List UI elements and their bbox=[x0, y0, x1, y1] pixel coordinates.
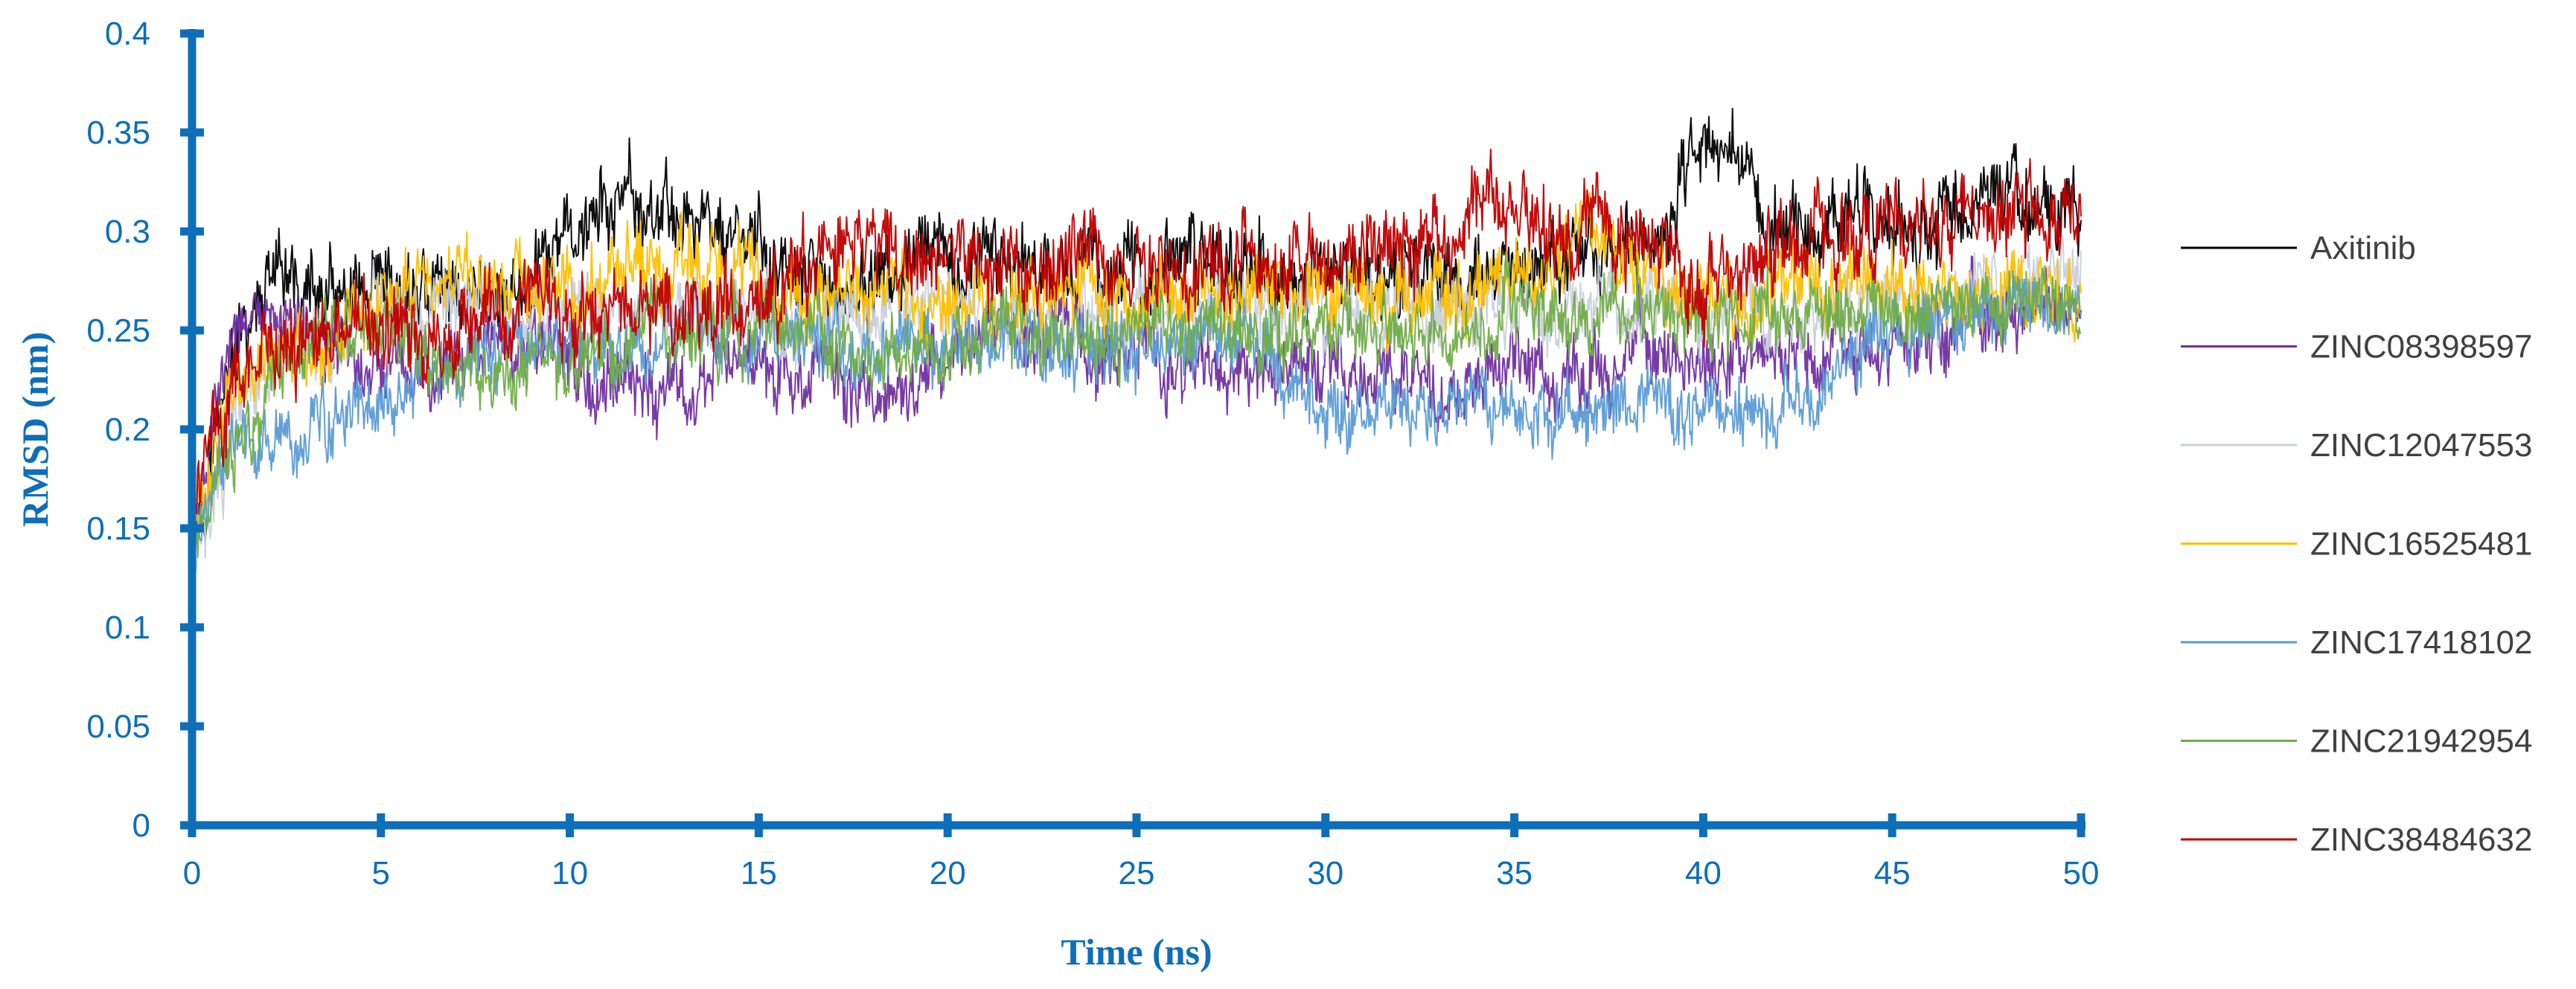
x-tick-label: 25 bbox=[1119, 855, 1155, 892]
legend-label-zinc16525481: ZINC16525481 bbox=[2310, 526, 2532, 563]
x-tick-label: 30 bbox=[1307, 855, 1343, 892]
legend-label-zinc12047553: ZINC12047553 bbox=[2310, 427, 2532, 464]
y-tick-label: 0.05 bbox=[86, 708, 150, 745]
x-tick-label: 20 bbox=[930, 855, 966, 892]
series-line-zinc21942954 bbox=[191, 255, 2082, 826]
x-tick-label: 5 bbox=[372, 855, 390, 892]
series-line-zinc38484632 bbox=[191, 148, 2082, 826]
y-tick-label: 0.25 bbox=[86, 313, 150, 349]
x-tick-label: 40 bbox=[1685, 855, 1722, 892]
legend-label-axitinib: Axitinib bbox=[2310, 230, 2416, 266]
x-tick-label: 15 bbox=[741, 855, 777, 892]
legend: Axitinib ZINC08398597 ZINC12047553 ZINC1652… bbox=[2181, 230, 2532, 858]
axes-layer bbox=[188, 29, 2086, 830]
y-tick-label: 0.15 bbox=[86, 510, 150, 547]
x-tick-label: 35 bbox=[1496, 855, 1533, 892]
y-ticks: 0 0.05 0.1 0.15 0.2 0.25 0.3 0.35 0.4 bbox=[86, 16, 204, 844]
y-tick-label: 0.2 bbox=[105, 412, 150, 448]
series-line-zinc17418102 bbox=[191, 270, 2082, 826]
y-tick-label: 0.35 bbox=[86, 115, 150, 151]
y-tick-label: 0.1 bbox=[105, 609, 150, 646]
y-tick-label: 0.3 bbox=[105, 214, 150, 250]
y-tick-label: 0 bbox=[132, 807, 150, 844]
x-ticks: 0 5 10 15 20 25 30 35 40 45 50 bbox=[183, 813, 2100, 892]
legend-label-zinc21942954: ZINC21942954 bbox=[2310, 723, 2532, 760]
series-layer bbox=[191, 107, 2082, 826]
x-tick-label: 45 bbox=[1874, 855, 1911, 892]
x-axis-title: Time (ns) bbox=[1061, 931, 1212, 973]
x-tick-label: 50 bbox=[2063, 855, 2100, 892]
legend-label-zinc17418102: ZINC17418102 bbox=[2310, 624, 2532, 661]
y-tick-label: 0.4 bbox=[105, 16, 150, 52]
x-tick-label: 0 bbox=[183, 855, 201, 892]
y-axis-title: RMSD (nm) bbox=[14, 332, 56, 527]
legend-label-zinc08398597: ZINC08398597 bbox=[2310, 329, 2532, 365]
legend-label-zinc38484632: ZINC38484632 bbox=[2310, 822, 2532, 858]
x-tick-label: 10 bbox=[552, 855, 588, 892]
series-line-axitinib bbox=[191, 107, 2082, 826]
